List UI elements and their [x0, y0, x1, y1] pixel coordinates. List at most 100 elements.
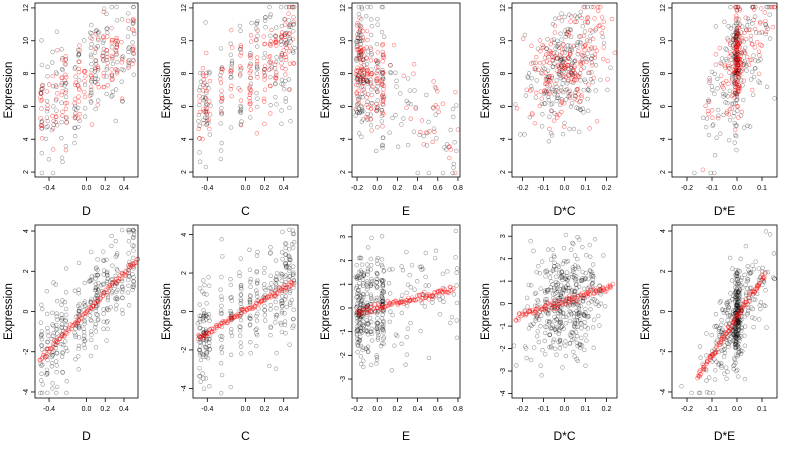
fitted-point — [45, 118, 51, 124]
observed-point — [218, 390, 224, 396]
observed-point — [589, 4, 594, 10]
observed-point — [73, 114, 78, 119]
observed-point — [273, 94, 278, 100]
fitted-point — [566, 77, 571, 82]
observed-point — [82, 280, 87, 286]
observed-point — [763, 229, 769, 234]
observed-point — [104, 273, 110, 278]
observed-point — [206, 86, 211, 91]
observed-point — [237, 328, 243, 333]
observed-point — [375, 89, 380, 95]
observed-point — [204, 312, 209, 317]
fitted-point — [564, 87, 570, 92]
fitted-point — [39, 123, 45, 129]
observed-point — [546, 139, 552, 144]
observed-point — [758, 306, 763, 312]
observed-point — [721, 112, 726, 118]
fitted-point — [521, 36, 526, 41]
fitted-point — [261, 298, 267, 303]
y-tick-label: 3 — [340, 235, 347, 239]
observed-point — [368, 112, 373, 117]
fitted-point — [63, 74, 69, 80]
observed-point — [119, 227, 125, 233]
y-axis-label: Expression — [640, 62, 652, 119]
observed-point — [357, 334, 363, 340]
observed-point — [454, 318, 459, 323]
observed-point — [365, 349, 371, 354]
observed-point — [274, 350, 279, 356]
observed-point — [744, 63, 749, 68]
observed-point — [88, 30, 93, 35]
observed-point — [592, 317, 597, 322]
observed-point — [559, 18, 565, 23]
observed-point — [39, 150, 44, 156]
fitted-point — [551, 118, 557, 123]
observed-point — [89, 67, 94, 73]
observed-point — [708, 170, 713, 176]
observed-point — [273, 274, 279, 280]
observed-point — [388, 309, 393, 314]
fitted-point — [556, 63, 561, 68]
fitted-point — [63, 72, 68, 78]
fitted-point — [89, 122, 95, 127]
observed-point — [540, 65, 546, 70]
observed-point — [248, 51, 253, 56]
observed-point — [369, 262, 374, 268]
observed-point — [370, 338, 375, 343]
observed-point — [237, 23, 243, 29]
fitted-point — [73, 74, 78, 79]
fitted-point — [737, 40, 743, 45]
observed-point — [355, 327, 360, 332]
observed-point — [533, 66, 538, 71]
observed-point — [511, 343, 517, 348]
x-tick-label: 0.4 — [119, 185, 129, 192]
observed-point — [95, 286, 101, 292]
observed-point — [273, 277, 278, 282]
observed-point — [407, 88, 413, 93]
observed-point — [201, 313, 207, 319]
observed-point — [219, 337, 224, 343]
observed-point — [555, 38, 560, 43]
observed-point — [279, 250, 285, 255]
observed-point — [283, 331, 288, 336]
fitted-point — [238, 43, 244, 48]
observed-point — [527, 115, 533, 120]
observed-point — [89, 31, 94, 36]
observed-point — [356, 297, 362, 303]
observed-point — [426, 119, 431, 125]
observed-point — [238, 108, 243, 114]
observed-point — [375, 271, 380, 276]
observed-point — [262, 270, 267, 276]
observed-point — [38, 334, 44, 339]
observed-point — [570, 60, 575, 65]
observed-point — [361, 323, 366, 329]
observed-point — [82, 333, 87, 339]
observed-point — [734, 20, 739, 26]
x-tick-label: 0.2 — [393, 185, 403, 192]
observed-point — [255, 294, 260, 299]
observed-point — [551, 55, 556, 60]
fitted-point — [256, 298, 262, 303]
observed-point — [279, 304, 285, 309]
fitted-point — [544, 59, 550, 64]
observed-point — [355, 294, 360, 299]
observed-point — [707, 390, 712, 396]
observed-point — [284, 41, 289, 46]
observed-point — [96, 37, 101, 43]
observed-point — [114, 302, 119, 308]
observed-point — [50, 49, 55, 55]
fitted-point — [424, 130, 429, 135]
observed-point — [583, 363, 588, 368]
observed-point — [283, 99, 288, 104]
fitted-point — [599, 15, 605, 20]
observed-point — [379, 82, 385, 88]
observed-point — [732, 140, 737, 145]
fitted-point — [544, 81, 549, 86]
observed-point — [59, 325, 65, 331]
fitted-point — [262, 74, 267, 79]
observed-point — [279, 121, 284, 126]
observed-point — [552, 264, 557, 269]
observed-point — [279, 322, 284, 328]
observed-point — [50, 170, 56, 176]
fitted-point — [408, 116, 413, 121]
